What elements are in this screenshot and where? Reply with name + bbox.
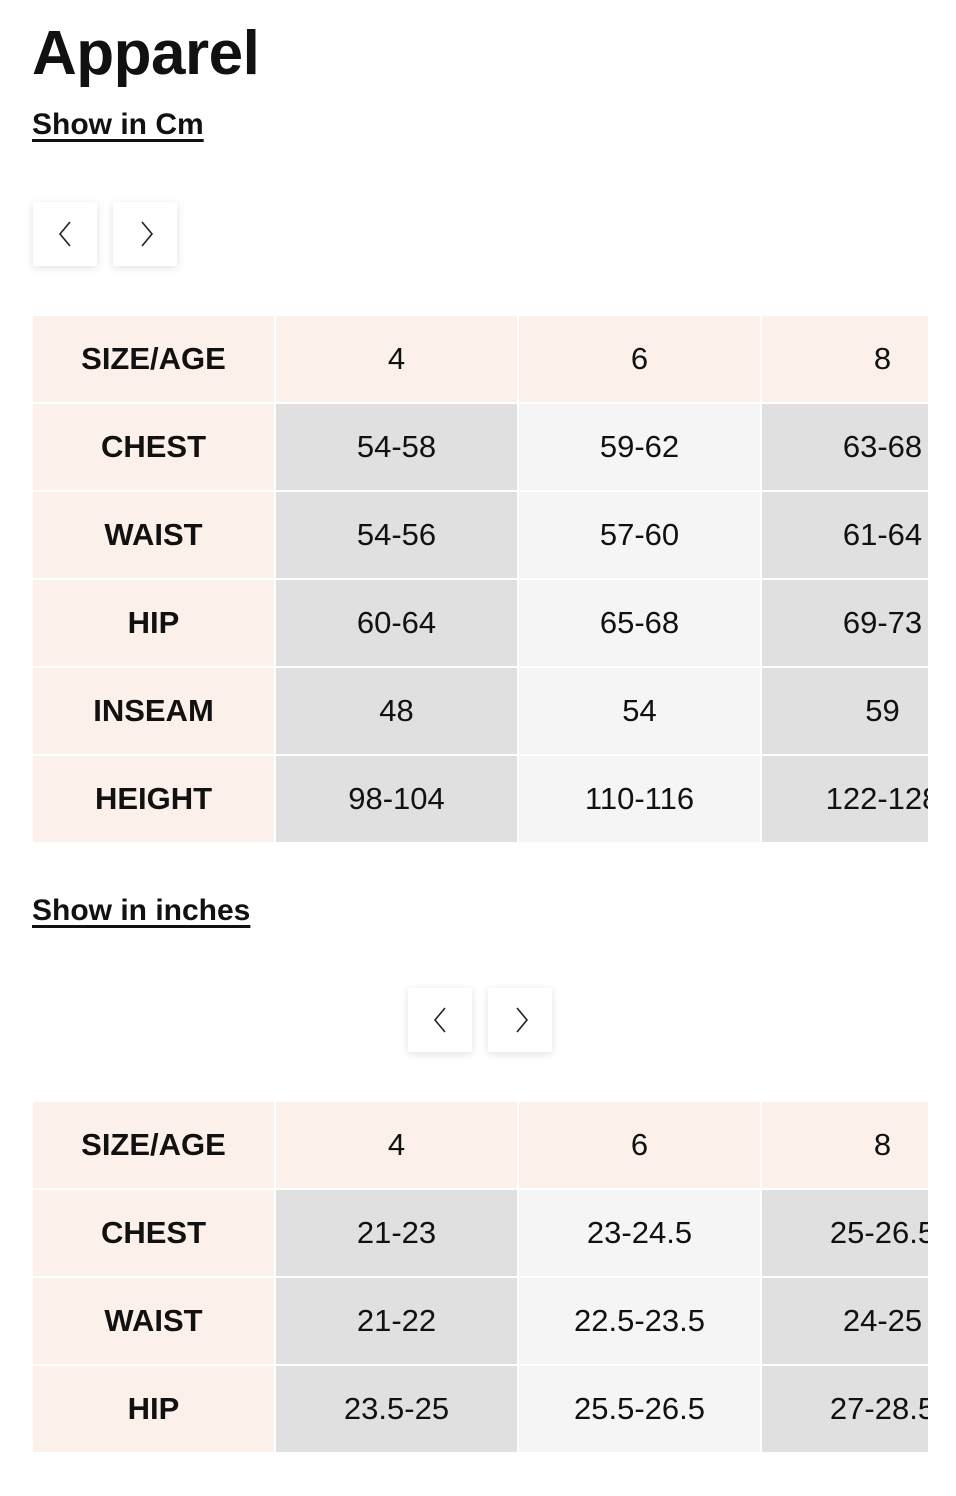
header-cell: 6 xyxy=(519,316,760,402)
table-row: WAIST 54-56 57-60 61-64 xyxy=(33,492,928,578)
chevron-icon xyxy=(516,1007,529,1033)
table-cell: 59 xyxy=(762,668,928,754)
table-cell: 21-22 xyxy=(276,1278,517,1364)
table-cell: 60-64 xyxy=(276,580,517,666)
prev-button[interactable] xyxy=(33,202,97,266)
table-cell: 59-62 xyxy=(519,404,760,490)
carousel-nav xyxy=(33,202,177,266)
unit-toggle-link[interactable]: Show in Cm xyxy=(32,108,204,141)
row-label: HEIGHT xyxy=(33,756,274,842)
table-cell: 54-58 xyxy=(276,404,517,490)
page-title: Apparel xyxy=(32,19,260,88)
table-cell: 25.5-26.5 xyxy=(519,1366,760,1452)
table-row: CHEST 21-23 23-24.5 25-26.5 xyxy=(33,1190,928,1276)
table-cell: 54 xyxy=(519,668,760,754)
row-label: CHEST xyxy=(33,404,274,490)
table-cell: 61-64 xyxy=(762,492,928,578)
row-label: CHEST xyxy=(33,1190,274,1276)
size-table: SIZE/AGE 4 6 8 CHEST 54-58 59-62 63-68 WAIST 54-5… xyxy=(33,316,928,844)
row-label: HIP xyxy=(33,580,274,666)
table-cell: 23.5-25 xyxy=(276,1366,517,1452)
unit-toggle-link[interactable]: Show in inches xyxy=(32,894,251,927)
chevron-icon xyxy=(58,221,71,247)
table-cell: 21-23 xyxy=(276,1190,517,1276)
table-cell: 110-116 xyxy=(519,756,760,842)
header-cell: 8 xyxy=(762,1102,928,1188)
header-label: SIZE/AGE xyxy=(33,316,274,402)
table-cell: 25-26.5 xyxy=(762,1190,928,1276)
header-label: SIZE/AGE xyxy=(33,1102,274,1188)
table-cell: 69-73 xyxy=(762,580,928,666)
next-button[interactable] xyxy=(488,988,552,1052)
row-label: WAIST xyxy=(33,1278,274,1364)
chevron-icon xyxy=(141,221,154,247)
row-label: INSEAM xyxy=(33,668,274,754)
header-cell: 4 xyxy=(276,316,517,402)
table-cell: 98-104 xyxy=(276,756,517,842)
chevron-icon xyxy=(433,1007,446,1033)
table-row: HIP 60-64 65-68 69-73 xyxy=(33,580,928,666)
table-cell: 54-56 xyxy=(276,492,517,578)
table-row: CHEST 54-58 59-62 63-68 xyxy=(33,404,928,490)
row-label: WAIST xyxy=(33,492,274,578)
header-cell: 8 xyxy=(762,316,928,402)
header-cell: 4 xyxy=(276,1102,517,1188)
table-cell: 57-60 xyxy=(519,492,760,578)
next-button[interactable] xyxy=(113,202,177,266)
size-table: SIZE/AGE 4 6 8 CHEST 21-23 23-24.5 25-26.5 WAIST… xyxy=(33,1102,928,1454)
table-cell: 27-28.5 xyxy=(762,1366,928,1452)
table-cell: 65-68 xyxy=(519,580,760,666)
table-row: INSEAM 48 54 59 xyxy=(33,668,928,754)
table-cell: 48 xyxy=(276,668,517,754)
prev-button[interactable] xyxy=(408,988,472,1052)
table-cell: 63-68 xyxy=(762,404,928,490)
table-header-row: SIZE/AGE 4 6 8 xyxy=(33,316,928,402)
header-cell: 6 xyxy=(519,1102,760,1188)
table-row: HIP 23.5-25 25.5-26.5 27-28.5 xyxy=(33,1366,928,1452)
table-cell: 23-24.5 xyxy=(519,1190,760,1276)
table-cell: 24-25 xyxy=(762,1278,928,1364)
table-row: WAIST 21-22 22.5-23.5 24-25 xyxy=(33,1278,928,1364)
row-label: HIP xyxy=(33,1366,274,1452)
table-cell: 122-128 xyxy=(762,756,928,842)
table-header-row: SIZE/AGE 4 6 8 xyxy=(33,1102,928,1188)
carousel-nav xyxy=(408,988,552,1052)
table-cell: 22.5-23.5 xyxy=(519,1278,760,1364)
